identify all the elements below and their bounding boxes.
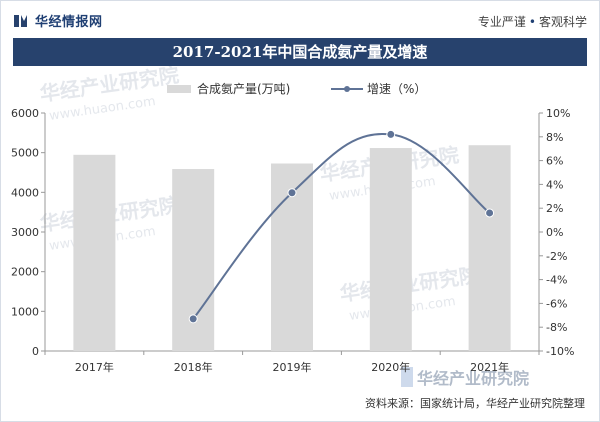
- axes: 0 1000 2000 3000 4000 5000 6000 -10% -8% -6% -4% -2…: [11, 107, 574, 374]
- y-right-tick-label: 8%: [546, 131, 563, 144]
- y-left-tick-label: 2000: [11, 266, 39, 279]
- watermark-stamp-text: 华经产业研究院: [417, 369, 529, 388]
- brand-logo[interactable]: 华经情报网: [13, 11, 103, 30]
- bar: [369, 148, 412, 351]
- bar: [73, 154, 116, 351]
- legend-line-marker: [344, 86, 350, 92]
- y-right-tick-label: -6%: [546, 297, 567, 310]
- x-tick-label: 2020年: [371, 360, 410, 374]
- slogan: 专业严谨 • 客观科学: [478, 13, 587, 30]
- legend-bar-label: 合成氨产量(万吨): [197, 81, 290, 96]
- y-right-tick-label: 4%: [546, 178, 563, 191]
- y-right-tick-label: -10%: [546, 345, 574, 358]
- bar: [468, 145, 511, 351]
- y-left-tick-label: 3000: [11, 226, 39, 239]
- watermark-stamp-icon: [401, 367, 413, 387]
- slogan-right: 客观科学: [538, 15, 587, 29]
- watermark-stamp: 华经产业研究院: [401, 367, 529, 388]
- y-right-tick-label: -2%: [546, 250, 567, 263]
- legend-bar-swatch: [167, 85, 191, 93]
- slogan-separator: •: [528, 15, 536, 29]
- y-right-tick-label: -4%: [546, 274, 567, 287]
- line-series: [188, 129, 495, 324]
- y-right-tick-label: 6%: [546, 155, 563, 168]
- bar: [172, 169, 215, 351]
- growth-point: [386, 129, 396, 139]
- y-left-tick-label: 0: [32, 345, 39, 358]
- growth-point: [188, 314, 198, 324]
- y-right-tick-label: 10%: [546, 107, 570, 120]
- y-right-tick-label: 2%: [546, 202, 563, 215]
- growth-point: [485, 208, 495, 218]
- legend: 合成氨产量(万吨) 增速（%）: [167, 81, 426, 96]
- brand-name: 华经情报网: [35, 15, 103, 30]
- brand-logo-icon: [14, 14, 27, 27]
- x-tick-label: 2017年: [75, 360, 114, 374]
- slogan-left: 专业严谨: [477, 15, 526, 29]
- legend-line-label: 增速（%）: [367, 82, 426, 96]
- y-right-tick-label: -8%: [546, 321, 567, 334]
- x-tick-label: 2019年: [273, 360, 312, 374]
- growth-point: [287, 188, 297, 198]
- y-left-tick-label: 4000: [11, 186, 39, 199]
- y-left-tick-label: 1000: [11, 305, 39, 318]
- growth-line: [192, 133, 491, 320]
- header-bar: 华经情报网 专业严谨 • 客观科学: [1, 1, 599, 37]
- bar-series: [73, 145, 511, 351]
- y-left-tick-label: 6000: [11, 107, 39, 120]
- chart-title: 2017-2021年中国合成氨产量及增速: [13, 38, 587, 66]
- x-tick-label: 2021年: [470, 360, 509, 374]
- y-right-tick-label: 0%: [546, 226, 563, 239]
- x-tick-label: 2018年: [174, 360, 213, 374]
- watermark-text: 华经产业研究院: [38, 63, 180, 106]
- y-left-tick-label: 5000: [11, 147, 39, 160]
- source-note: 资料来源：国家统计局，华经产业研究院整理: [365, 397, 585, 410]
